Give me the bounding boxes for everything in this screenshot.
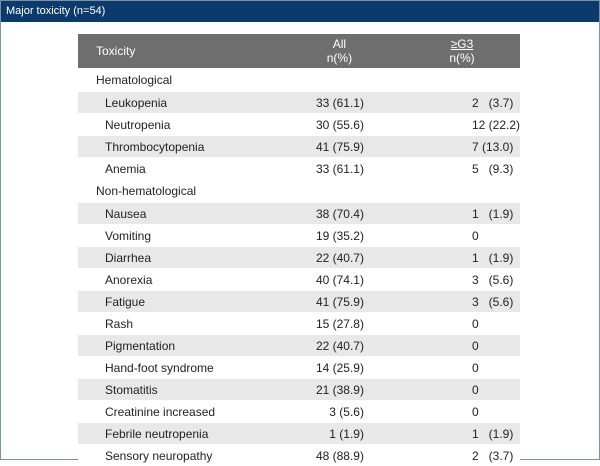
header-all-unit: n(%) xyxy=(327,51,352,65)
grade3-value: 2 (3.7) xyxy=(404,445,520,466)
grade3-value: 0 xyxy=(404,357,520,379)
all-grade-value: 41 (75.9) xyxy=(275,291,404,313)
header-grade3-unit: n(%) xyxy=(449,51,474,65)
group-label: Hematological xyxy=(78,68,520,92)
toxicity-name: Diarrhea xyxy=(78,247,275,269)
all-grade-value: 19 (35.2) xyxy=(275,225,404,247)
all-grade-value: 22 (40.7) xyxy=(275,247,404,269)
all-grade-value: 33 (61.1) xyxy=(275,158,404,180)
toxicity-table: Toxicity All n(%) ≥G3 n(%) Hematological… xyxy=(78,34,520,466)
toxicity-name: Fatigue xyxy=(78,291,275,313)
all-grade-value: 15 (27.8) xyxy=(275,313,404,335)
header-grade3: ≥G3 n(%) xyxy=(404,34,520,68)
toxicity-name: Hand-foot syndrome xyxy=(78,357,275,379)
grade3-value: 2 (3.7) xyxy=(404,92,520,114)
grade3-value: 5 (9.3) xyxy=(404,158,520,180)
all-grade-value: 21 (38.9) xyxy=(275,379,404,401)
header-all-label: All xyxy=(333,37,346,51)
grade3-value: 0 xyxy=(404,313,520,335)
grade3-value: 0 xyxy=(404,225,520,247)
toxicity-name: Creatinine increased xyxy=(78,401,275,423)
grade3-value: 7 (13.0) xyxy=(404,136,520,158)
toxicity-name: Vomiting xyxy=(78,225,275,247)
all-grade-value: 1 (1.9) xyxy=(275,423,404,445)
all-grade-value: 33 (61.1) xyxy=(275,92,404,114)
all-grade-value: 22 (40.7) xyxy=(275,335,404,357)
toxicity-name: Leukopenia xyxy=(78,92,275,114)
header-all: All n(%) xyxy=(275,34,404,68)
all-grade-value: 41 (75.9) xyxy=(275,136,404,158)
grade3-value: 3 (5.6) xyxy=(404,269,520,291)
figure-title: Major toxicity (n=54) xyxy=(1,1,599,22)
grade3-value: 0 xyxy=(404,335,520,357)
toxicity-name: Pigmentation xyxy=(78,335,275,357)
group-label: Non-hematological xyxy=(78,179,520,203)
header-grade3-label: ≥G3 xyxy=(451,37,474,51)
all-grade-value: 38 (70.4) xyxy=(275,203,404,225)
header-toxicity: Toxicity xyxy=(78,34,275,68)
all-grade-value: 40 (74.1) xyxy=(275,269,404,291)
group-row: Non-hematological xyxy=(78,179,520,203)
toxicity-name: Thrombocytopenia xyxy=(78,136,275,158)
grade3-value: 1 (1.9) xyxy=(404,247,520,269)
grade3-value: 0 xyxy=(404,401,520,423)
group-row: Hematological xyxy=(78,68,520,92)
grade3-value: 0 xyxy=(404,379,520,401)
toxicity-name: Anorexia xyxy=(78,269,275,291)
grade3-value: 12 (22.2) xyxy=(404,114,520,136)
all-grade-value: 48 (88.9) xyxy=(275,445,404,466)
all-grade-value: 14 (25.9) xyxy=(275,357,404,379)
grade3-value: 3 (5.6) xyxy=(404,291,520,313)
toxicity-name: Rash xyxy=(78,313,275,335)
grade3-value: 1 (1.9) xyxy=(404,203,520,225)
table-header-row: Toxicity All n(%) ≥G3 n(%) xyxy=(78,34,520,68)
toxicity-name: Febrile neutropenia xyxy=(78,423,275,445)
toxicity-name: Anemia xyxy=(78,158,275,180)
toxicity-name: Stomatitis xyxy=(78,379,275,401)
grade3-value: 1 (1.9) xyxy=(404,423,520,445)
all-grade-value: 30 (55.6) xyxy=(275,114,404,136)
toxicity-name: Nausea xyxy=(78,203,275,225)
toxicity-name: Sensory neuropathy xyxy=(78,445,275,466)
toxicity-name: Neutropenia xyxy=(78,114,275,136)
all-grade-value: 3 (5.6) xyxy=(275,401,404,423)
